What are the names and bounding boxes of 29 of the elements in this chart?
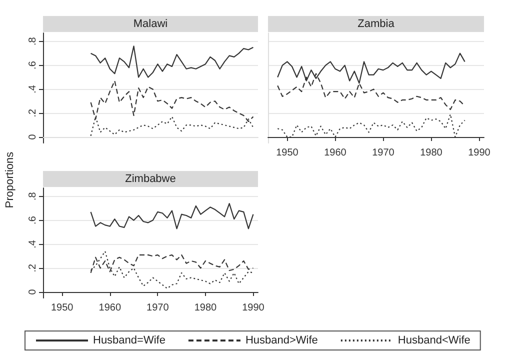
y-tick-label: 0 bbox=[28, 134, 38, 140]
x-tick-label: 1990 bbox=[468, 148, 491, 158]
y-tick-label: .6 bbox=[28, 60, 38, 70]
x-tick-label: 1950 bbox=[276, 148, 299, 158]
y-axis-title: Proportions bbox=[4, 151, 16, 208]
y-tick-label: .4 bbox=[28, 240, 38, 248]
y-tick-label: .8 bbox=[28, 36, 38, 46]
y-tick-label: .2 bbox=[28, 264, 38, 272]
x-tick-label: 1960 bbox=[98, 302, 122, 314]
legend-label: Husband<Wife bbox=[398, 334, 470, 346]
x-tick-label: 1990 bbox=[242, 302, 265, 314]
chart-title: Malawi bbox=[133, 18, 168, 30]
y-tick-label: .8 bbox=[28, 192, 38, 201]
legend-label: Husband=Wife bbox=[93, 334, 166, 346]
y-tick-label: .6 bbox=[28, 216, 38, 224]
line-series bbox=[90, 46, 254, 78]
x-tick-label: 1970 bbox=[372, 148, 395, 158]
legend-label: Husband>Wife bbox=[245, 334, 318, 346]
x-tick-label: 1980 bbox=[420, 148, 443, 158]
x-tick-label: 1980 bbox=[194, 302, 218, 314]
y-tick-label: .2 bbox=[28, 108, 38, 118]
x-tick-label: 1970 bbox=[146, 302, 170, 314]
x-tick-label: 1960 bbox=[324, 148, 347, 158]
chart-title: Zambia bbox=[358, 18, 396, 30]
x-tick-label: 1950 bbox=[50, 302, 74, 314]
y-tick-label: .4 bbox=[28, 84, 38, 94]
chart-title: Zimbabwe bbox=[125, 173, 176, 185]
line-series bbox=[90, 202, 254, 230]
y-tick-label: 0 bbox=[28, 288, 38, 295]
